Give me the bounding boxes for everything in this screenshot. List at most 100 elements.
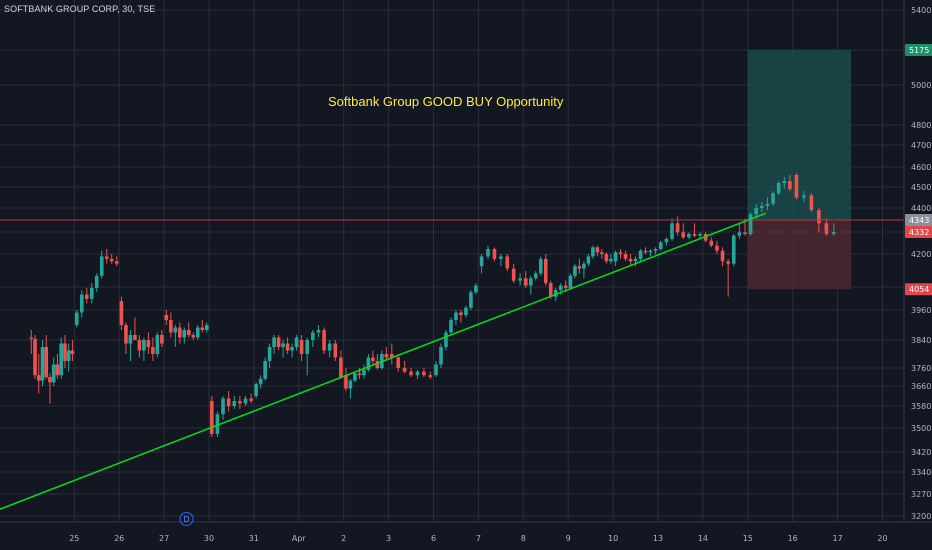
time-axis-label: 10 — [608, 534, 618, 543]
candle — [109, 254, 114, 264]
candle-body — [633, 258, 638, 262]
candle — [832, 223, 836, 236]
price-axis-label: 3340 — [911, 468, 931, 477]
candle — [384, 347, 389, 361]
candle-body — [415, 371, 420, 376]
candle-body — [299, 340, 304, 354]
price-axis-label: 4700 — [911, 141, 931, 150]
candle — [765, 197, 770, 211]
candle-body — [195, 327, 200, 338]
candle-body — [294, 337, 299, 347]
candle-body — [528, 278, 533, 286]
price-axis-label: 5000 — [911, 81, 931, 90]
time-axis-label: 25 — [69, 534, 79, 543]
time-axis[interactable]: 25 26 27 30 31 Apr 2 3 6 7 8 9 10 13 14 15 16 17 20 — [0, 521, 932, 550]
candle — [362, 364, 366, 379]
candle — [339, 350, 343, 379]
candle — [114, 256, 119, 267]
candle-body — [133, 335, 137, 340]
dividend-marker[interactable]: D — [179, 512, 194, 526]
candle-body — [568, 275, 573, 288]
candle-body — [290, 347, 294, 351]
candle — [809, 193, 814, 213]
candle — [653, 247, 658, 254]
candle — [731, 234, 736, 267]
candle — [104, 249, 109, 264]
price-axis-label: 3840 — [911, 336, 931, 345]
candle-body — [715, 245, 719, 251]
position-zones — [747, 50, 852, 290]
candle — [802, 191, 806, 202]
time-axis-label: 2 — [341, 534, 346, 543]
candle — [582, 261, 586, 279]
candle-body — [648, 250, 653, 253]
candle-body — [348, 380, 353, 389]
candle — [215, 411, 220, 437]
candle — [613, 250, 618, 267]
candle — [499, 254, 503, 267]
candle-body — [454, 312, 458, 320]
candle — [89, 283, 94, 304]
candle — [568, 273, 573, 291]
price-tag-box — [905, 226, 932, 238]
candle-body — [74, 312, 79, 325]
time-axis-label: Apr — [292, 534, 307, 543]
candlestick-series — [29, 173, 836, 437]
candle — [48, 373, 52, 404]
candle — [333, 340, 338, 361]
candle-body — [353, 373, 357, 381]
candle — [74, 310, 79, 328]
candle-body — [591, 247, 595, 257]
candle-body — [618, 252, 623, 254]
candle-body — [55, 364, 60, 376]
candle-body — [726, 261, 730, 264]
candle — [422, 368, 426, 377]
support-trendline[interactable] — [0, 212, 767, 524]
dividend-marker-label: D — [183, 515, 189, 524]
price-tag-box — [905, 214, 932, 226]
candle-body — [577, 266, 582, 269]
candle — [681, 223, 686, 239]
time-axis-label: 30 — [204, 534, 214, 543]
candle-body — [492, 249, 497, 259]
candle — [604, 252, 609, 264]
candle-body — [817, 210, 821, 224]
candle — [439, 343, 443, 368]
candle-body — [563, 285, 568, 288]
dividend-marker-circle[interactable] — [179, 512, 194, 526]
candle-body — [272, 337, 276, 347]
candle — [533, 270, 538, 281]
candle — [586, 254, 591, 267]
candle-body — [720, 250, 725, 262]
candle — [79, 290, 84, 318]
candle — [459, 310, 463, 323]
candle — [55, 354, 60, 379]
candle-body — [533, 273, 538, 279]
price-tags: 5175 4343 4332 4054 — [905, 44, 932, 296]
candle — [434, 361, 438, 377]
candle-body — [48, 377, 52, 383]
candle — [204, 322, 209, 333]
candle-body — [664, 239, 669, 243]
time-axis-label: 26 — [114, 534, 124, 543]
price-tag-label: 5175 — [909, 46, 929, 55]
candle-body — [396, 357, 401, 368]
candle — [238, 396, 242, 409]
candle-body — [788, 181, 792, 190]
candle-body — [479, 256, 484, 267]
price-axis[interactable]: 5400 5000 4800 4700 4600 4500 4400 4200 4054 3960… — [903, 0, 932, 550]
candle — [151, 337, 155, 361]
candle-body — [79, 294, 84, 313]
candle — [124, 322, 128, 354]
candle-body — [316, 330, 321, 333]
candle — [36, 354, 41, 394]
candle-body — [409, 371, 413, 376]
candle-body — [459, 312, 463, 315]
candle — [221, 396, 225, 420]
price-tag-current: 4332 — [905, 226, 932, 238]
candle-body — [643, 250, 648, 253]
candle — [648, 249, 653, 257]
candle-body — [375, 361, 380, 368]
candle-body — [70, 350, 75, 354]
